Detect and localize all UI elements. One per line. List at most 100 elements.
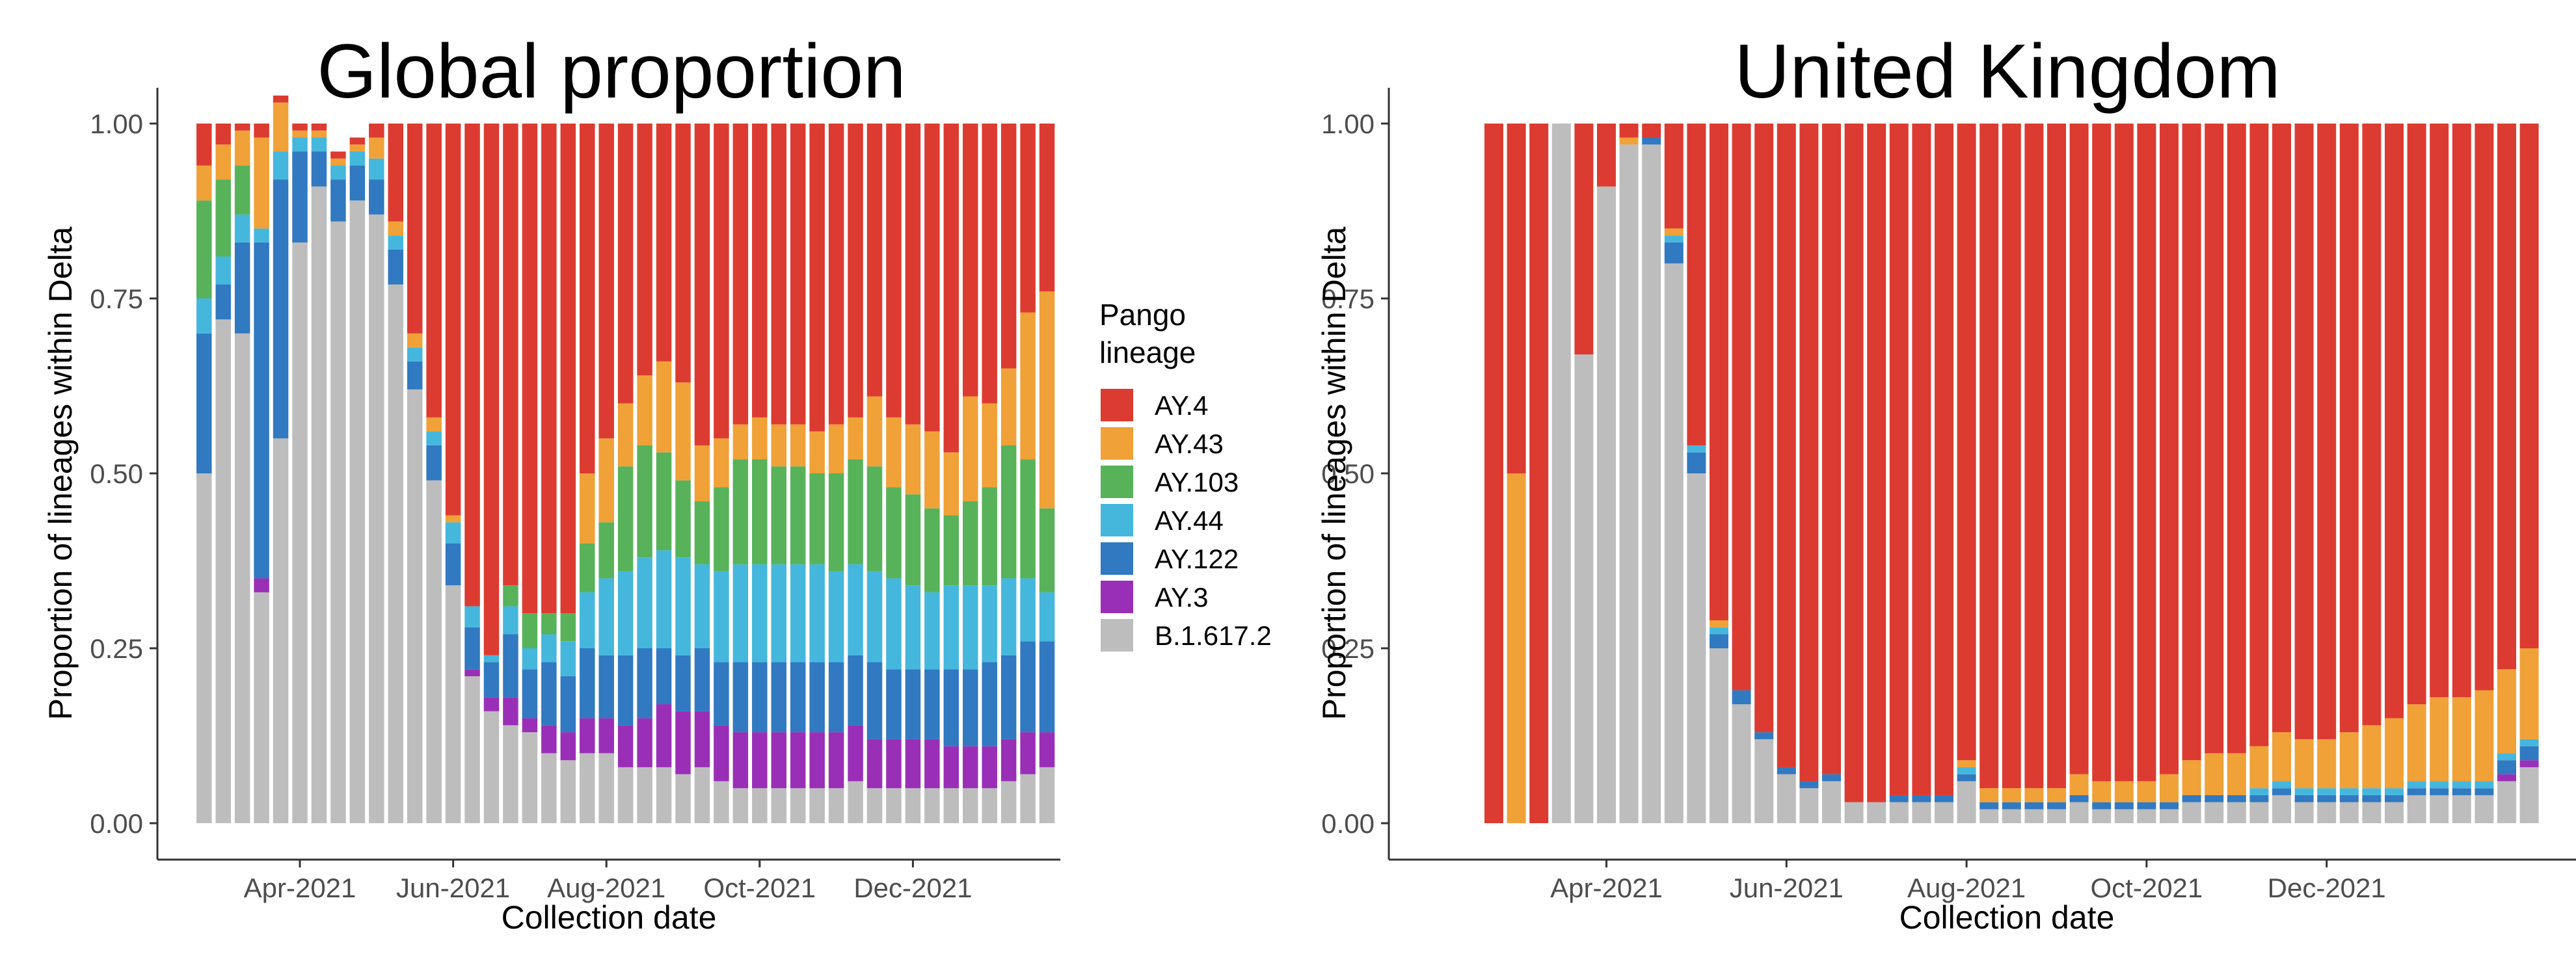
uk-bar-ay-43 (1710, 620, 1728, 627)
uk-bar-b-1-617-2 (2205, 802, 2224, 823)
global-bar-ay-4 (560, 124, 576, 614)
global-bar-ay-44 (580, 592, 595, 648)
global-bar-ay-122 (848, 655, 863, 726)
uk-bar-ay-4 (2519, 124, 2539, 648)
uk-title: United Kingdom (1734, 29, 2281, 114)
uk-bar-b-1-617-2 (2272, 795, 2291, 823)
global-bar-ay-4 (311, 124, 327, 131)
global-bar-b-1-617-2 (982, 788, 997, 823)
uk-bar-ay-43 (2069, 774, 2089, 795)
global-bar-b-1-617-2 (273, 438, 289, 823)
global-y-axis-title: Proportion of lineages within Delta (42, 226, 79, 720)
uk-bar-ay-122 (2430, 788, 2449, 795)
global-bar-ay-4 (694, 124, 710, 445)
global-bar-ay-44 (503, 606, 518, 635)
global-y-tick-label: 1.00 (90, 109, 143, 139)
global-bar-b-1-617-2 (311, 186, 327, 824)
global-bar-ay-4 (982, 124, 997, 404)
global-bar-ay-103 (196, 200, 212, 298)
global-bar-b-1-617-2 (675, 774, 691, 823)
global-bar-ay-43 (292, 130, 308, 138)
global-bar-ay-122 (541, 662, 557, 726)
legend-label-ay-3: AY.3 (1155, 582, 1209, 613)
uk-bar-ay-44 (2430, 781, 2449, 789)
global-bar-ay-122 (732, 662, 749, 733)
global-bar-ay-4 (598, 124, 614, 439)
uk-bar-b-1-617-2 (2249, 802, 2269, 823)
global-bar-b-1-617-2 (694, 767, 710, 823)
global-bar-ay-44 (349, 152, 366, 166)
global-bar-ay-3 (943, 746, 959, 789)
global-bar-ay-122 (675, 655, 691, 711)
uk-bar-b-1-617-2 (2002, 809, 2021, 823)
global-bar-ay-44 (828, 571, 844, 663)
uk-bar-ay-44 (2362, 788, 2381, 795)
global-bar-ay-4 (905, 124, 921, 425)
global-bar-ay-4 (637, 124, 652, 376)
global-panel: Global proportion 0.00 0.25 0.50 0.75 1.00 A… (42, 29, 1060, 936)
global-bar-ay-44 (848, 564, 863, 655)
legend-title-line1: Pango (1099, 298, 1186, 332)
uk-bar-ay-4 (2205, 124, 2224, 754)
uk-bar-ay-4 (2272, 124, 2291, 733)
global-bar-ay-103 (732, 459, 749, 564)
global-bar-ay-103 (714, 487, 729, 572)
uk-x-axis-title: Collection date (1899, 899, 2115, 936)
global-bar-ay-4 (541, 124, 557, 614)
global-bar-b-1-617-2 (1020, 774, 1036, 823)
global-bar-ay-4 (273, 95, 289, 103)
legend-swatch-ay-122 (1101, 542, 1133, 575)
uk-bar-ay-122 (2002, 802, 2021, 810)
uk-bar-b-1-617-2 (1935, 802, 1953, 823)
uk-bar-ay-44 (2475, 781, 2494, 789)
global-bar-ay-3 (541, 725, 557, 754)
uk-y-tick-label: 1.00 (1321, 109, 1375, 139)
uk-bar-ay-4 (2317, 124, 2337, 739)
uk-bar-ay-43 (2182, 760, 2201, 795)
global-bar-ay-122 (982, 662, 997, 746)
global-bar-ay-4 (771, 124, 786, 425)
global-bar-b-1-617-2 (617, 767, 634, 823)
global-bar-ay-3 (522, 718, 538, 733)
global-bar-ay-43 (273, 102, 289, 152)
uk-bar-ay-122 (2362, 795, 2381, 802)
global-bar-ay-4 (848, 124, 863, 417)
uk-bar-b-1-617-2 (1822, 781, 1841, 823)
global-x-axis-title: Collection date (502, 899, 717, 936)
global-bar-ay-122 (273, 179, 289, 439)
global-bar-ay-103 (924, 508, 940, 592)
global-bar-ay-122 (866, 662, 883, 739)
legend-swatch-ay-3 (1101, 581, 1133, 613)
global-bar-ay-122 (330, 179, 346, 222)
uk-bar-ay-44 (2272, 781, 2291, 789)
global-bar-ay-43 (905, 424, 921, 495)
global-bar-ay-44 (637, 557, 652, 648)
global-bar-b-1-617-2 (790, 788, 806, 823)
global-bar-ay-122 (694, 648, 710, 711)
global-bar-ay-122 (369, 179, 384, 215)
global-bar-ay-3 (694, 711, 710, 767)
global-bar-ay-3 (503, 697, 518, 726)
uk-bar-ay-122 (2249, 795, 2269, 802)
uk-bar-ay-122 (2227, 795, 2246, 802)
global-bar-ay-3 (982, 746, 997, 789)
uk-bar-ay-122 (2205, 795, 2224, 802)
global-bar-ay-44 (369, 158, 384, 180)
global-bar-ay-4 (254, 124, 269, 138)
global-bar-b-1-617-2 (560, 760, 576, 823)
uk-bar-b-1-617-2 (2317, 802, 2337, 823)
global-bar-ay-3 (1000, 739, 1017, 782)
legend-swatch-ay-4 (1101, 389, 1133, 421)
global-bar-ay-43 (598, 438, 614, 523)
uk-y-ticks: 0.00 0.25 0.50 0.75 1.00 (1321, 109, 1389, 839)
global-bar-ay-44 (694, 564, 710, 648)
global-bar-ay-3 (617, 725, 634, 767)
global-bar-ay-4 (1039, 124, 1055, 292)
global-bar-ay-4 (675, 124, 691, 383)
legend-swatch-b-1-617-2 (1101, 619, 1133, 652)
global-bar-ay-3 (905, 739, 921, 789)
uk-bar-ay-4 (2002, 124, 2021, 789)
uk-bar-ay-122 (1957, 774, 1976, 782)
global-bar-ay-43 (1000, 368, 1017, 445)
global-bar-ay-44 (445, 522, 461, 544)
